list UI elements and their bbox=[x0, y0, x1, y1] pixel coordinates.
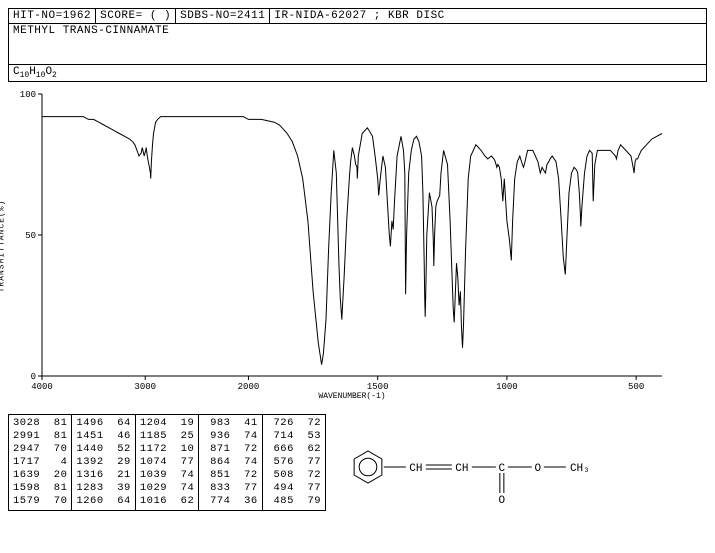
peak-table: 3028 812991 812947 701717 41639 201598 8… bbox=[8, 414, 326, 511]
svg-text:100: 100 bbox=[20, 90, 36, 100]
y-axis-label: TRANSMITTANCE(%) bbox=[0, 200, 7, 293]
peak-table-column: 3028 812991 812947 701717 41639 201598 8… bbox=[9, 415, 72, 510]
peak-table-column: 726 72 714 53 666 62 576 77 508 72 494 7… bbox=[263, 415, 325, 510]
peak-table-column: 1496 641451 461440 521392 291316 211283 … bbox=[72, 415, 135, 510]
spectrum-chart: TRANSMITTANCE(%) 05010040003000200015001… bbox=[8, 88, 707, 404]
bottom-row: 3028 812991 812947 701717 41639 201598 8… bbox=[8, 414, 707, 516]
svg-text:0: 0 bbox=[31, 372, 36, 382]
molecular-formula: C10H10O2 bbox=[8, 64, 707, 82]
peak-table-column: 1204 191185 251172 101074 771039 741029 … bbox=[136, 415, 199, 510]
svg-text:500: 500 bbox=[628, 382, 644, 392]
svg-text:CH: CH bbox=[409, 463, 422, 475]
spectrum-svg: 0 50 100 4000 3000 2000 1500 1000 500 WAVENUMBER(… bbox=[8, 88, 668, 400]
svg-text:4000: 4000 bbox=[31, 382, 53, 392]
svg-text:CH: CH bbox=[455, 463, 468, 475]
sdbs-no: SDBS-NO=2411 bbox=[176, 9, 270, 23]
svg-text:CH₃: CH₃ bbox=[570, 463, 588, 475]
svg-text:3000: 3000 bbox=[134, 382, 156, 392]
score: SCORE= ( ) bbox=[96, 9, 176, 23]
structure-diagram: CHCHCOOCH₃ bbox=[338, 414, 588, 516]
hit-no: HIT-NO=1962 bbox=[9, 9, 96, 23]
svg-text:50: 50 bbox=[25, 231, 36, 241]
svg-text:O: O bbox=[499, 495, 506, 507]
svg-text:1000: 1000 bbox=[496, 382, 518, 392]
svg-text:O: O bbox=[535, 463, 542, 475]
header-bar: HIT-NO=1962 SCORE= ( ) SDBS-NO=2411 IR-N… bbox=[8, 8, 707, 23]
ir-id: IR-NIDA-62027 ; KBR DISC bbox=[270, 9, 706, 23]
compound-title: METHYL TRANS-CINNAMATE bbox=[8, 23, 707, 64]
peak-table-column: 983 41 936 74 871 72 864 74 851 72 833 7… bbox=[199, 415, 262, 510]
svg-text:1500: 1500 bbox=[367, 382, 389, 392]
svg-text:WAVENUMBER(-1): WAVENUMBER(-1) bbox=[318, 392, 385, 400]
svg-text:2000: 2000 bbox=[238, 382, 260, 392]
